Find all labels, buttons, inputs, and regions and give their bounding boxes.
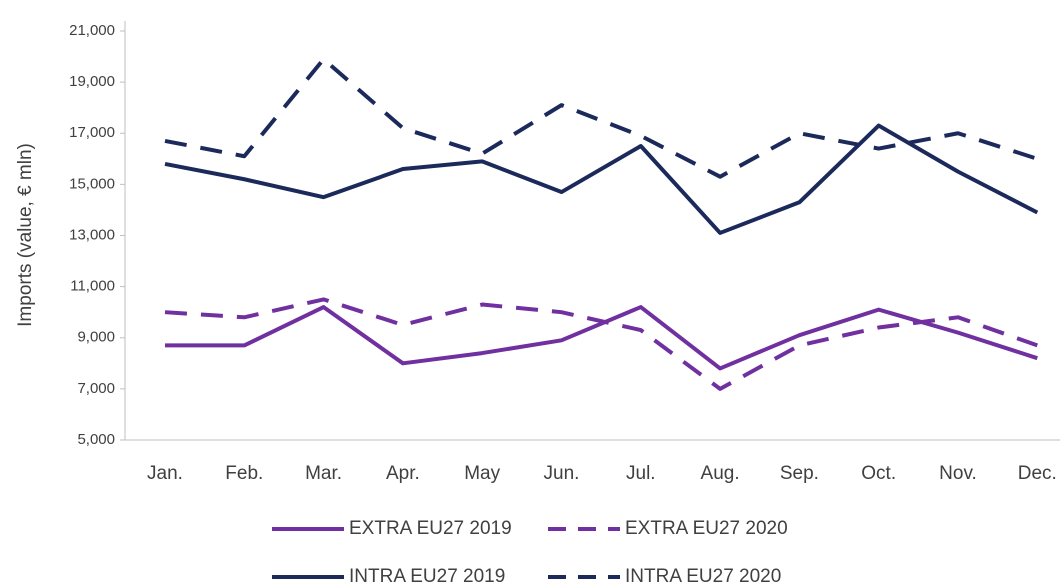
y-tick-label: 21,000	[69, 22, 115, 39]
line	[164, 297, 1038, 391]
x-tick-label: Dec.	[1018, 463, 1057, 484]
x-tick-label: Nov.	[939, 463, 977, 484]
line	[164, 123, 1039, 235]
legend-label: EXTRA EU27 2020	[625, 518, 788, 539]
y-tick-label: 17,000	[69, 124, 115, 141]
x-tick-label: Apr.	[386, 463, 420, 484]
y-tick-label: 15,000	[69, 175, 115, 192]
y-tick-label: 5,000	[77, 431, 115, 448]
x-tick-label: Jun.	[544, 463, 580, 484]
x-tick-label: Feb.	[225, 463, 263, 484]
legend-label: INTRA EU27 2020	[625, 566, 781, 587]
x-tick-label: Jan.	[147, 463, 183, 484]
legend-label: EXTRA EU27 2019	[349, 518, 512, 539]
x-tick-label: Oct.	[861, 463, 896, 484]
y-tick-label: 11,000	[70, 278, 115, 295]
line	[165, 305, 1038, 371]
x-tick-label: May	[464, 463, 500, 484]
x-tick-label: Mar.	[305, 463, 342, 484]
y-tick-label: 7,000	[77, 380, 115, 397]
y-tick-label: 13,000	[69, 226, 115, 243]
y-axis-label: Imports (value, € mln)	[15, 143, 36, 327]
y-tick-label: 19,000	[69, 73, 115, 90]
y-tick-label: 9,000	[77, 329, 115, 346]
line	[164, 57, 1038, 179]
x-tick-label: Jul.	[626, 463, 656, 484]
x-tick-label: Aug.	[701, 463, 740, 484]
legend-label: INTRA EU27 2019	[349, 566, 505, 587]
x-tick-label: Sep.	[780, 463, 819, 484]
